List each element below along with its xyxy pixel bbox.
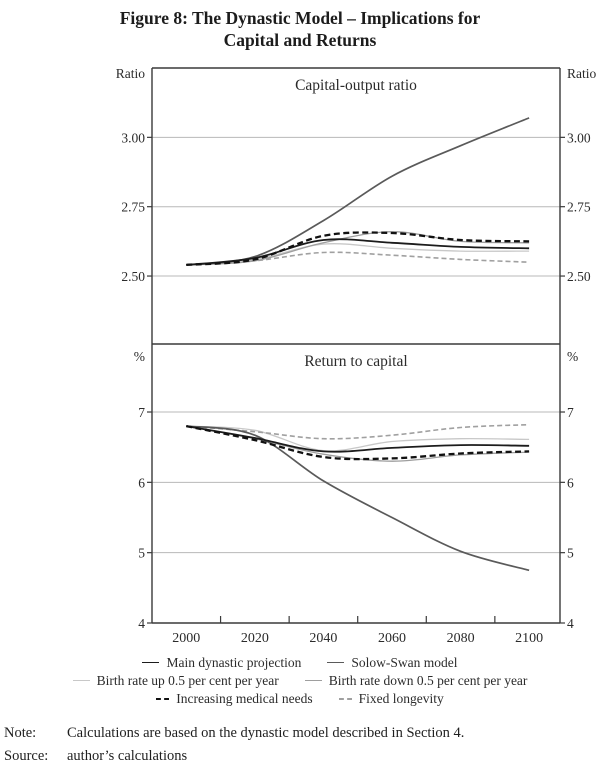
xtick-label: 2000 [172,631,200,646]
panel-bottom-plot: 4 4 5 5 6 6 7 7 2000 2020 2040 2060 2080 2100 [138,405,574,646]
source-text: author’s calculations [67,747,188,764]
panel-top-plot: 2.50 2.50 2.75 2.75 3.00 3.00 [121,116,591,284]
legend-label: Solow-Swan model [351,654,458,670]
legend-label: Fixed longevity [358,690,444,706]
series-main-line [186,424,530,453]
panel-top-title: Capital-output ratio [295,77,417,94]
ytick-label-right: 2.75 [567,199,591,214]
legend-swatch-birth_up [72,680,90,682]
series-fixed_long-line [186,423,530,440]
legend-item-birth_up: Birth rate up 0.5 per cent per year [72,672,279,690]
xtick-label: 2060 [378,631,406,646]
chart-frame [151,67,561,624]
panel-bottom-title: Return to capital [304,353,407,370]
unit-label-ratio-left: Ratio [116,66,145,81]
ytick-label-right: 7 [567,405,574,420]
unit-label-pct-right: % [567,349,578,364]
legend-item-main: Main dynastic projection [142,654,301,672]
legend-swatch-inc_med [156,697,170,700]
ytick-label-left: 2.50 [121,269,145,284]
xtick-label: 2020 [241,631,269,646]
legend-label: Increasing medical needs [176,690,313,706]
series-inc_med-line [186,231,530,266]
figure-title: Figure 8: The Dynastic Model – Implicati… [0,7,600,52]
ytick-label-right: 6 [567,475,574,490]
note-label: Note: [4,724,37,741]
series-main-line [186,238,530,266]
legend-swatch-main [142,662,160,664]
note-text: Calculations are based on the dynastic m… [67,724,465,741]
ytick-label-right: 5 [567,545,574,560]
ytick-label-left: 6 [138,475,145,490]
chart-area: 2.50 2.50 2.75 2.75 3.00 3.00 4 4 5 5 6 6 7 7 2000 202… [0,58,600,653]
legend-row: Main dynastic projection Solow-Swan model [0,654,600,672]
ytick-label-right: 3.00 [567,130,591,145]
legend-swatch-solow [327,662,345,664]
ytick-label-left: 4 [138,616,145,631]
ytick-label-left: 5 [138,545,145,560]
legend-swatch-birth_down [304,680,322,682]
legend-swatch-fixed_long [338,697,352,700]
ytick-label-right: 2.50 [567,269,591,284]
source-label: Source: [4,747,49,764]
legend-item-inc_med: Increasing medical needs [156,690,313,708]
series-inc_med-line [186,424,530,461]
ytick-label-right: 4 [567,616,574,631]
legend-item-birth_down: Birth rate down 0.5 per cent per year [304,672,528,690]
figure-title-line1: Figure 8: The Dynastic Model – Implicati… [119,8,481,28]
ytick-label-left: 7 [138,405,145,420]
chart-svg: 2.50 2.50 2.75 2.75 3.00 3.00 4 4 5 5 6 6 7 7 2000 202… [116,66,597,646]
legend-row: Birth rate up 0.5 per cent per year Birth… [0,672,600,690]
unit-label-ratio-right: Ratio [567,66,596,81]
series-solow-line [186,425,530,571]
legend-item-fixed_long: Fixed longevity [338,690,444,708]
legend-row: Increasing medical needs Fixed longevity [0,690,600,708]
xtick-label: 2100 [515,631,543,646]
ytick-label-left: 2.75 [121,199,145,214]
legend-item-solow: Solow-Swan model [327,654,458,672]
chart-legend: Main dynastic projection Solow-Swan model… [0,654,600,708]
series-fixed_long-line [186,251,530,266]
xtick-label: 2080 [447,631,475,646]
ytick-label-left: 3.00 [121,130,145,145]
legend-label: Birth rate up 0.5 per cent per year [96,672,279,688]
unit-label-pct-left: % [134,349,145,364]
xtick-label: 2040 [309,631,337,646]
notes: Note: Calculations are based on the dyna… [0,722,600,768]
legend-label: Main dynastic projection [166,654,302,670]
legend-label: Birth rate down 0.5 per cent per year [328,672,528,688]
series-birth_up-line [186,425,530,452]
figure-title-line2: Capital and Returns [223,30,377,51]
